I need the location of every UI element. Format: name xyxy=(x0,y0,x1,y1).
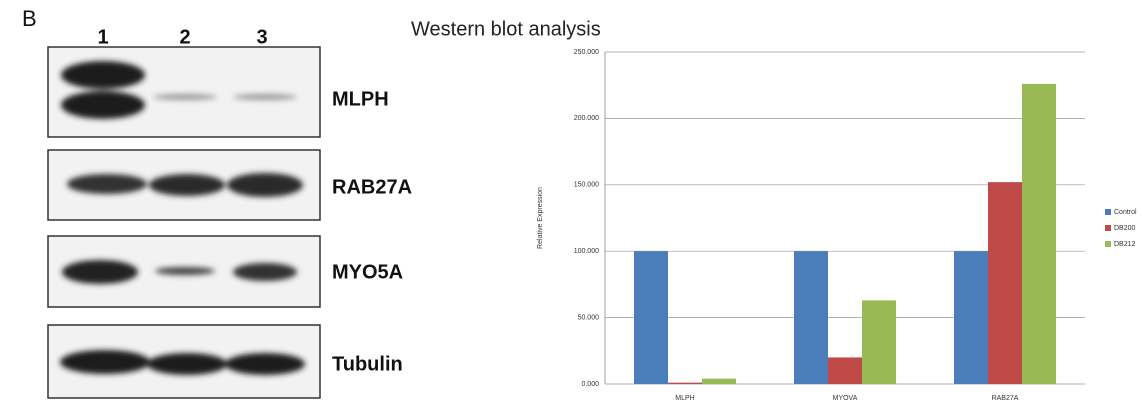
bar xyxy=(1022,84,1056,384)
chart-title: Western blot analysis xyxy=(411,18,601,40)
y-tick-label: 50.000 xyxy=(578,314,600,321)
lane-label: 1 xyxy=(97,26,108,48)
panel-label: B xyxy=(22,6,37,31)
bar xyxy=(988,182,1022,384)
y-tick-label: 250.000 xyxy=(574,49,599,56)
y-tick-label: 150.000 xyxy=(574,182,599,189)
legend-label: DB212 xyxy=(1114,241,1136,248)
bar xyxy=(702,379,736,384)
x-tick-label: MLPH xyxy=(675,395,694,402)
blot-label: Tubulin xyxy=(332,353,403,375)
lane-label: 2 xyxy=(179,26,190,48)
blot-mlph xyxy=(48,47,320,137)
legend-label: DB200 xyxy=(1114,225,1136,232)
blot-label: MYO5A xyxy=(332,261,403,283)
blot-label: MLPH xyxy=(332,88,389,110)
y-tick-label: 200.000 xyxy=(574,115,599,122)
x-tick-label: RAB27A xyxy=(992,395,1019,402)
legend-swatch xyxy=(1105,209,1111,215)
blot-tubulin xyxy=(48,325,320,398)
legend-swatch xyxy=(1105,225,1111,231)
bar xyxy=(668,383,702,384)
bar xyxy=(862,300,896,384)
blot-label: RAB27A xyxy=(332,176,412,198)
legend-label: Control xyxy=(1114,209,1137,216)
y-tick-label: 0.000 xyxy=(581,381,599,388)
figure: B 1 2 3 MLPH R xyxy=(0,0,1142,406)
y-tick-label: 100.000 xyxy=(574,248,599,255)
legend-swatch xyxy=(1105,241,1111,247)
y-axis-label: Relative Expression xyxy=(537,187,544,249)
lane-label: 3 xyxy=(256,26,267,48)
x-tick-label: MYOVA xyxy=(833,395,858,402)
bar xyxy=(954,251,988,384)
bar xyxy=(794,251,828,384)
blot-myo5a xyxy=(48,236,320,307)
bar xyxy=(634,251,668,384)
blot-rab27a xyxy=(48,150,320,220)
bar xyxy=(828,357,862,384)
